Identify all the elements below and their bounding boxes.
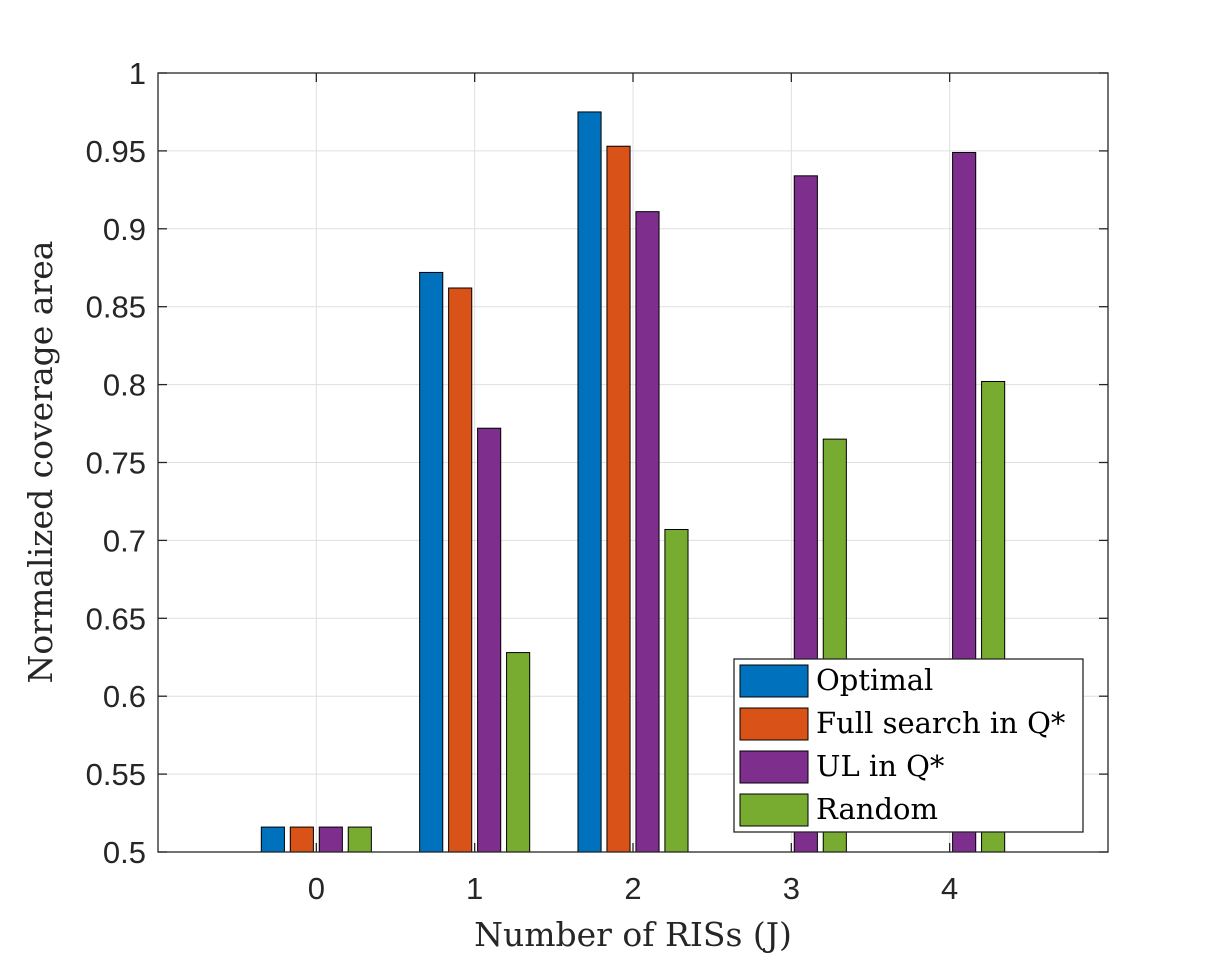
legend-swatch — [739, 750, 809, 784]
x-axis-title: Number of RISs (J) — [474, 915, 792, 954]
y-tick-label: 1 — [129, 56, 146, 91]
y-tick-label: 0.8 — [103, 368, 146, 403]
x-tick-label: 0 — [308, 871, 325, 906]
bar-2-2 — [635, 211, 660, 853]
legend-swatch — [739, 793, 809, 827]
y-tick-label: 0.5 — [103, 835, 146, 870]
y-tick-label: 0.55 — [86, 757, 146, 792]
y-tick-label: 0.7 — [103, 523, 146, 558]
bar-1-1 — [448, 287, 473, 853]
bar-3-1 — [506, 652, 531, 853]
bar-1-2 — [606, 145, 631, 853]
bar-2-0 — [318, 826, 343, 853]
legend: Optimal Full search in Q* UL in Q* Random — [733, 658, 1084, 833]
bar-3-2 — [664, 528, 689, 853]
y-tick-labels: 0.5 0.55 0.6 0.65 0.7 0.75 0.8 0.85 0.9 0.95 1 — [86, 56, 146, 870]
legend-swatch — [739, 664, 809, 698]
y-tick-label: 0.6 — [103, 679, 146, 714]
bar-1-0 — [289, 826, 314, 853]
legend-label: Full search in Q* — [816, 706, 1066, 740]
y-tick-label: 0.75 — [86, 446, 146, 481]
legend-label: Random — [816, 792, 938, 826]
bar-0-0 — [260, 826, 285, 853]
legend-items: Optimal Full search in Q* UL in Q* Random — [739, 663, 1066, 827]
y-tick-label: 0.85 — [86, 290, 146, 325]
x-tick-label: 4 — [941, 871, 958, 906]
y-tick-label: 0.65 — [86, 601, 146, 636]
bar-0-1 — [419, 271, 444, 853]
bar-3-0 — [347, 826, 372, 853]
y-axis-title: Normalized coverage area — [21, 241, 60, 684]
x-tick-labels: 0 1 2 3 4 — [308, 871, 959, 906]
y-tick-label: 0.9 — [103, 212, 146, 247]
x-tick-label: 1 — [466, 871, 483, 906]
x-tick-label: 3 — [783, 871, 800, 906]
x-tick-label: 2 — [624, 871, 641, 906]
bar-0-2 — [577, 111, 602, 853]
plot-frame — [157, 72, 1109, 853]
legend-label: UL in Q* — [816, 749, 945, 783]
bar-2-1 — [477, 427, 502, 853]
legend-swatch — [739, 707, 809, 741]
y-tick-label: 0.95 — [86, 134, 146, 169]
legend-label: Optimal — [816, 663, 933, 697]
axis-ticks — [158, 72, 1108, 853]
